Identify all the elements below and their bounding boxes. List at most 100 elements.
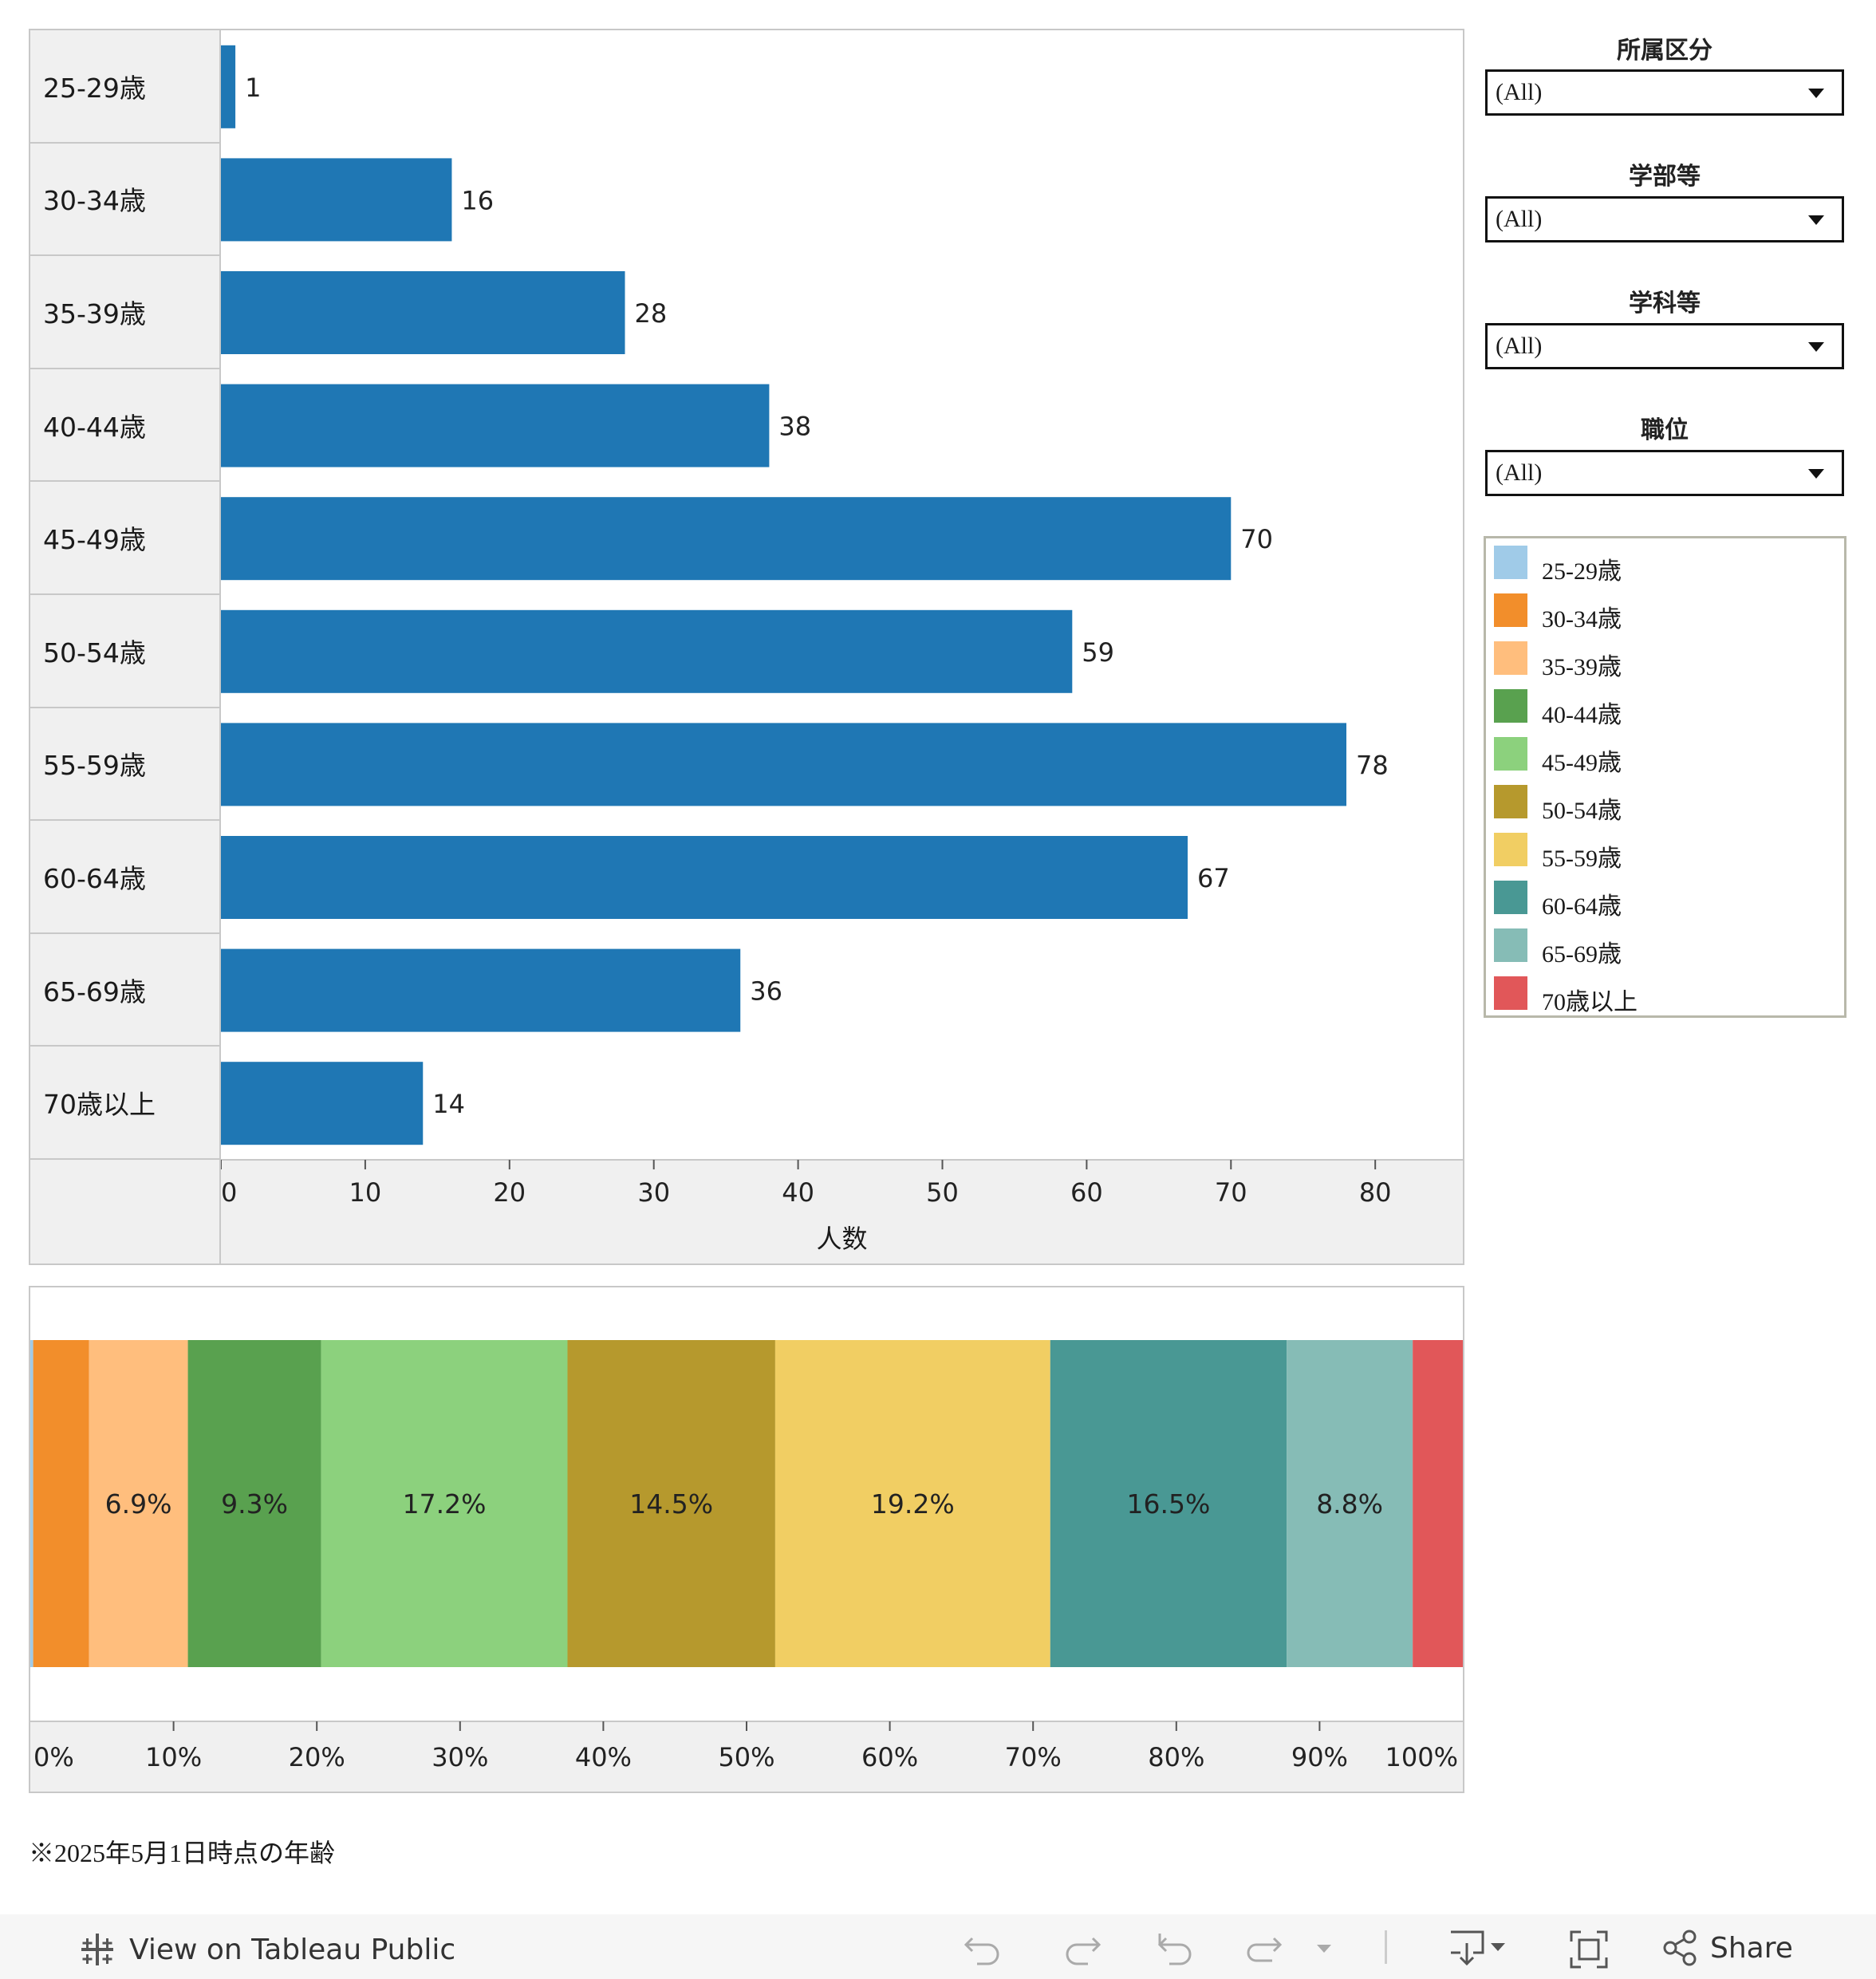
filter-dropdown-faculty[interactable]: (All) bbox=[1485, 196, 1844, 242]
legend-item[interactable]: 50-54歳 bbox=[1494, 784, 1622, 824]
legend-swatch bbox=[1494, 641, 1527, 675]
legend-label: 55-59歳 bbox=[1542, 846, 1622, 872]
bar[interactable] bbox=[221, 497, 1232, 581]
filter-dropdown-affiliation[interactable]: (All) bbox=[1485, 69, 1844, 116]
x-tick-label: 0% bbox=[34, 1742, 74, 1772]
x-tick-label: 50% bbox=[718, 1742, 774, 1772]
pause-dropdown-icon[interactable] bbox=[1312, 1929, 1336, 1967]
bar[interactable] bbox=[221, 271, 625, 354]
x-tick-label: 80% bbox=[1148, 1742, 1204, 1772]
bar[interactable] bbox=[221, 1062, 424, 1145]
tableau-toolbar: View on Tableau Public Share bbox=[0, 1914, 1876, 1979]
row-label: 55-59歳 bbox=[30, 708, 219, 822]
segment-label: 17.2% bbox=[403, 1488, 487, 1520]
legend-label: 60-64歳 bbox=[1542, 893, 1622, 920]
chevron-down-icon bbox=[1808, 215, 1824, 225]
stack-segment[interactable] bbox=[30, 1340, 34, 1667]
legend-swatch bbox=[1494, 737, 1527, 771]
filter-value: (All) bbox=[1496, 333, 1543, 359]
row-header-column: 25-29歳 30-34歳 35-39歳 40-44歳 45-49歳 50-54歳 55-5… bbox=[30, 30, 221, 1263]
age-bar-chart-panel: 25-29歳 30-34歳 35-39歳 40-44歳 45-49歳 50-54歳 55-5… bbox=[29, 29, 1464, 1265]
fullscreen-icon[interactable] bbox=[1568, 1929, 1610, 1970]
stack-segment[interactable] bbox=[33, 1340, 89, 1667]
legend-item[interactable]: 25-29歳 bbox=[1494, 545, 1622, 585]
legend-label: 35-39歳 bbox=[1542, 654, 1622, 680]
stack-segment[interactable] bbox=[1287, 1340, 1413, 1667]
legend-item[interactable]: 65-69歳 bbox=[1494, 928, 1622, 968]
x-tick-label: 20 bbox=[493, 1177, 526, 1208]
legend-swatch bbox=[1494, 833, 1527, 866]
row-label: 35-39歳 bbox=[30, 256, 219, 369]
bar[interactable] bbox=[221, 836, 1188, 919]
share-icon bbox=[1663, 1930, 1697, 1966]
x-axis-band bbox=[221, 1160, 1463, 1263]
color-legend: 25-29歳 30-34歳 35-39歳 40-44歳 45-49歳 50-54歳 55-5… bbox=[1484, 536, 1846, 1018]
filter-title-position: 職位 bbox=[1641, 416, 1689, 444]
data-label: 67 bbox=[1197, 863, 1230, 893]
stack-segment[interactable] bbox=[89, 1340, 188, 1667]
share-label: Share bbox=[1710, 1931, 1793, 1965]
x-tick-label: 10 bbox=[349, 1177, 382, 1208]
segment-label: 16.5% bbox=[1127, 1488, 1211, 1520]
bar[interactable] bbox=[221, 723, 1346, 806]
bar[interactable] bbox=[221, 609, 1073, 693]
stack-segment[interactable] bbox=[1413, 1340, 1463, 1667]
filter-dropdown-department[interactable]: (All) bbox=[1485, 323, 1844, 369]
x-tick-label: 80 bbox=[1359, 1177, 1392, 1208]
legend-swatch bbox=[1494, 881, 1527, 914]
filter-title-department: 学科等 bbox=[1629, 290, 1701, 317]
x-tick-label: 90% bbox=[1291, 1742, 1348, 1772]
data-label: 38 bbox=[778, 412, 811, 442]
x-tick-label: 20% bbox=[289, 1742, 345, 1772]
legend-item[interactable]: 70歳以上 bbox=[1494, 976, 1638, 1015]
bar[interactable] bbox=[221, 948, 741, 1032]
bar[interactable] bbox=[221, 384, 770, 467]
x-tick-label: 70% bbox=[1005, 1742, 1062, 1772]
legend-swatch bbox=[1494, 689, 1527, 723]
row-label: 70歳以上 bbox=[30, 1047, 219, 1160]
stack-segment[interactable] bbox=[774, 1340, 1050, 1667]
bar[interactable] bbox=[221, 45, 236, 128]
data-label: 59 bbox=[1082, 637, 1114, 668]
legend-item[interactable]: 30-34歳 bbox=[1494, 593, 1622, 633]
legend-label: 30-34歳 bbox=[1542, 606, 1622, 633]
segment-label: 6.9% bbox=[105, 1488, 172, 1520]
row-label: 65-69歳 bbox=[30, 933, 219, 1047]
x-tick-label: 10% bbox=[145, 1742, 202, 1772]
x-tick-label: 30% bbox=[432, 1742, 488, 1772]
bar[interactable] bbox=[221, 158, 452, 242]
x-tick-label: 40% bbox=[575, 1742, 632, 1772]
legend-label: 40-44歳 bbox=[1542, 702, 1622, 728]
redo-icon[interactable] bbox=[1059, 1929, 1104, 1967]
refresh-icon[interactable] bbox=[1240, 1929, 1285, 1967]
row-label: 60-64歳 bbox=[30, 821, 219, 934]
legend-swatch bbox=[1494, 928, 1527, 962]
stack-segment[interactable] bbox=[321, 1340, 568, 1667]
legend-item[interactable]: 55-59歳 bbox=[1494, 832, 1622, 872]
chevron-down-icon bbox=[1808, 342, 1824, 352]
stack-segment[interactable] bbox=[187, 1340, 321, 1667]
data-label: 28 bbox=[635, 298, 668, 329]
legend-item[interactable]: 60-64歳 bbox=[1494, 880, 1622, 920]
x-tick-label: 60% bbox=[861, 1742, 918, 1772]
share-button[interactable]: Share bbox=[1661, 1929, 1793, 1967]
legend-item[interactable]: 45-49歳 bbox=[1494, 736, 1622, 776]
view-on-tableau-link[interactable]: View on Tableau Public bbox=[78, 1930, 455, 1969]
revert-icon[interactable] bbox=[1153, 1929, 1198, 1967]
stack-segment[interactable] bbox=[567, 1340, 775, 1667]
chevron-down-icon bbox=[1808, 469, 1824, 479]
data-label: 36 bbox=[750, 976, 782, 1007]
legend-item[interactable]: 35-39歳 bbox=[1494, 641, 1622, 680]
filter-title-faculty: 学部等 bbox=[1629, 163, 1701, 191]
stack-segment[interactable] bbox=[1050, 1340, 1287, 1667]
x-tick-label: 0 bbox=[221, 1177, 237, 1208]
filter-dropdown-position[interactable]: (All) bbox=[1485, 450, 1844, 496]
legend-swatch bbox=[1494, 785, 1527, 818]
download-icon[interactable] bbox=[1448, 1929, 1511, 1967]
undo-icon[interactable] bbox=[961, 1929, 1006, 1967]
legend-label: 25-29歳 bbox=[1542, 558, 1622, 585]
legend-item[interactable]: 40-44歳 bbox=[1494, 688, 1622, 728]
legend-label: 45-49歳 bbox=[1542, 750, 1622, 776]
age-share-chart-panel: 6.9% 9.3% 17.2% 14.5% 19.2% 16.5% 8.8% 0% 10% 20%… bbox=[29, 1286, 1464, 1793]
row-label: 25-29歳 bbox=[30, 30, 219, 144]
